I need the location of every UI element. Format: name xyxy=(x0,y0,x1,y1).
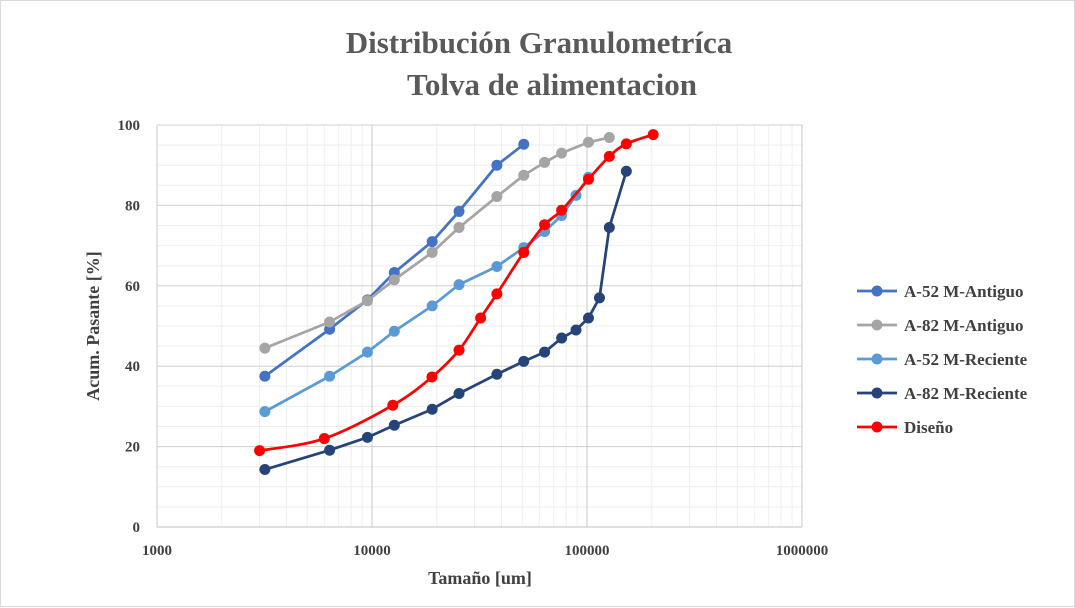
y-tick-label: 80 xyxy=(125,198,140,214)
chart-title-line-1: Distribución Granulometríca xyxy=(346,25,733,60)
legend-label: Diseño xyxy=(904,418,953,437)
x-tick-label: 1000 xyxy=(142,543,172,559)
axes: 0 20 40 60 80 100 1000 10000 100000 1000000 xyxy=(118,118,829,559)
data-point-a-82-m-antiguo xyxy=(603,131,615,143)
data-point-a-52-m-reciente xyxy=(361,346,373,358)
data-point-a-82-m-reciente xyxy=(453,388,465,400)
data-point-a-82-m-reciente xyxy=(518,355,530,367)
y-tick-label: 40 xyxy=(125,359,140,375)
data-point-a-52-m-reciente xyxy=(491,261,503,273)
legend-item-dise-o: Diseño xyxy=(857,418,953,437)
data-point-a-82-m-reciente xyxy=(603,222,615,234)
data-point-a-52-m-reciente xyxy=(324,370,336,382)
data-point-a-82-m-reciente xyxy=(570,324,582,336)
legend: A-52 M-Antiguo A-82 M-Antiguo A-52 M-Recie… xyxy=(857,282,1028,437)
data-point-a-82-m-antiguo xyxy=(539,156,551,168)
data-point-a-52-m-reciente xyxy=(388,325,400,337)
data-point-a-52-m-antiguo xyxy=(426,236,438,248)
series-line-a-82-m-reciente xyxy=(264,170,628,471)
data-point-dise-o xyxy=(620,138,632,150)
data-point-dise-o xyxy=(603,150,615,162)
x-tick-label: 100000 xyxy=(565,543,610,559)
data-point-a-82-m-reciente xyxy=(361,431,373,443)
data-point-a-82-m-reciente xyxy=(582,312,594,324)
legend-marker xyxy=(871,319,883,331)
data-point-a-82-m-reciente xyxy=(259,464,271,476)
chart-title-line-2: Tolva de alimentacion xyxy=(407,67,697,102)
legend-item-a-52-m-antiguo: A-52 M-Antiguo xyxy=(857,282,1023,301)
data-point-a-82-m-reciente xyxy=(388,419,400,431)
series-dise-o xyxy=(254,129,659,457)
data-point-a-82-m-reciente xyxy=(556,332,568,344)
data-point-dise-o xyxy=(318,433,330,445)
legend-marker xyxy=(871,353,883,365)
legend-item-a-82-m-antiguo: A-82 M-Antiguo xyxy=(857,316,1023,335)
data-point-a-82-m-reciente xyxy=(491,368,503,380)
data-point-a-82-m-reciente xyxy=(593,292,605,304)
legend-item-a-82-m-reciente: A-82 M-Reciente xyxy=(857,384,1028,403)
data-point-a-52-m-reciente xyxy=(453,279,465,291)
data-point-dise-o xyxy=(518,246,530,258)
data-point-a-82-m-antiguo xyxy=(582,136,594,148)
series-line-dise-o xyxy=(259,133,654,452)
data-point-dise-o xyxy=(426,371,438,383)
data-point-dise-o xyxy=(387,399,399,411)
legend-marker xyxy=(871,421,883,433)
data-point-a-52-m-reciente xyxy=(426,300,438,312)
data-point-a-52-m-antiguo xyxy=(259,370,271,382)
data-point-a-52-m-antiguo xyxy=(453,205,465,217)
data-point-a-82-m-antiguo xyxy=(324,316,336,328)
data-point-a-82-m-antiguo xyxy=(388,274,400,286)
legend-label: A-82 M-Reciente xyxy=(904,384,1028,403)
series-a-82-m-antiguo xyxy=(259,131,615,354)
data-point-dise-o xyxy=(539,219,551,231)
legend-item-a-52-m-reciente: A-52 M-Reciente xyxy=(857,350,1028,369)
data-point-dise-o xyxy=(647,129,659,141)
y-tick-label: 20 xyxy=(125,440,140,456)
data-point-a-82-m-antiguo xyxy=(453,222,465,234)
y-axis-title: Acum. Pasante [%] xyxy=(83,251,103,400)
data-point-dise-o xyxy=(475,312,487,324)
data-point-a-82-m-antiguo xyxy=(426,246,438,258)
x-axis-title: Tamaño [um] xyxy=(428,568,532,588)
data-point-a-82-m-reciente xyxy=(324,444,336,456)
x-tick-label: 1000000 xyxy=(776,543,829,559)
data-point-a-82-m-reciente xyxy=(426,403,438,415)
legend-marker xyxy=(871,387,883,399)
data-point-dise-o xyxy=(582,173,594,185)
data-point-a-82-m-antiguo xyxy=(259,342,271,354)
data-point-dise-o xyxy=(491,288,503,300)
y-tick-label: 100 xyxy=(118,118,141,134)
data-point-a-82-m-antiguo xyxy=(518,169,530,181)
data-point-a-82-m-reciente xyxy=(539,346,551,358)
series-layer xyxy=(254,129,659,476)
legend-label: A-82 M-Antiguo xyxy=(904,316,1023,335)
data-point-a-82-m-antiguo xyxy=(491,191,503,203)
x-tick-label: 10000 xyxy=(353,543,391,559)
data-point-a-82-m-antiguo xyxy=(556,147,568,159)
grid xyxy=(156,124,803,528)
data-point-dise-o xyxy=(453,344,465,356)
data-point-a-82-m-antiguo xyxy=(361,295,373,307)
data-point-dise-o xyxy=(556,204,568,216)
y-tick-label: 0 xyxy=(133,520,141,536)
series-a-52-m-antiguo xyxy=(259,138,530,382)
legend-label: A-52 M-Antiguo xyxy=(904,282,1023,301)
data-point-a-52-m-reciente xyxy=(259,406,271,418)
data-point-a-52-m-antiguo xyxy=(491,159,503,171)
series-a-82-m-reciente xyxy=(259,165,632,476)
data-point-a-52-m-antiguo xyxy=(518,138,530,150)
legend-marker xyxy=(871,285,883,297)
y-tick-label: 60 xyxy=(125,279,140,295)
series-line-a-52-m-antiguo xyxy=(264,143,525,378)
legend-label: A-52 M-Reciente xyxy=(904,350,1028,369)
data-point-a-82-m-reciente xyxy=(620,165,632,177)
data-point-dise-o xyxy=(254,445,266,457)
